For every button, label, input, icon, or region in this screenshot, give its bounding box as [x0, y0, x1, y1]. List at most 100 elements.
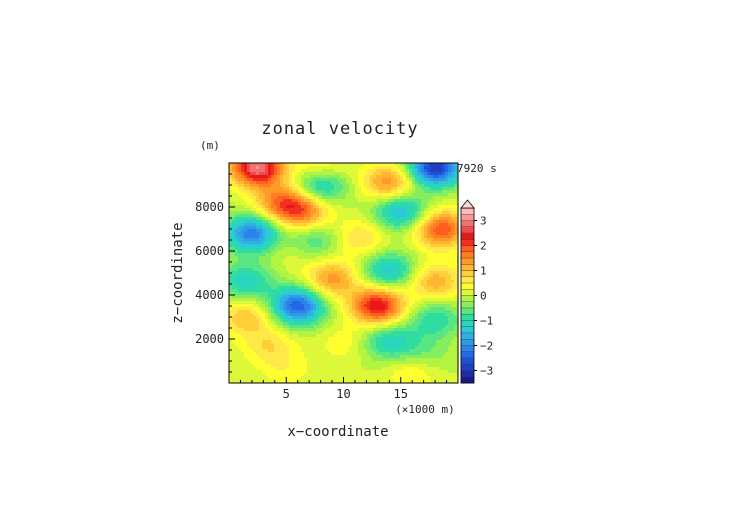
field-cell [352, 301, 356, 305]
field-cell [310, 355, 314, 359]
field-cell [367, 166, 371, 170]
field-cell [322, 322, 326, 326]
field-cell [337, 196, 341, 200]
field-cell [232, 331, 236, 335]
field-cell [415, 256, 419, 260]
field-cell [436, 277, 440, 281]
field-cell [268, 226, 272, 230]
field-cell [436, 259, 440, 263]
field-cell [340, 223, 344, 227]
field-cell [391, 319, 395, 323]
field-cell [280, 304, 284, 308]
field-cell [280, 301, 284, 305]
field-cell [265, 307, 269, 311]
field-cell [424, 241, 428, 245]
field-cell [370, 298, 374, 302]
field-cell [355, 241, 359, 245]
field-cell [430, 316, 434, 320]
field-cell [319, 208, 323, 212]
field-cell [445, 271, 449, 275]
field-cell [298, 247, 302, 251]
field-cell [244, 346, 248, 350]
field-cell [388, 271, 392, 275]
field-cell [277, 292, 281, 296]
field-cell [235, 352, 239, 356]
field-cell [394, 205, 398, 209]
field-cell [391, 238, 395, 242]
field-cell [415, 337, 419, 341]
field-cell [391, 184, 395, 188]
field-cell [244, 229, 248, 233]
field-cell [340, 301, 344, 305]
field-cell [454, 319, 458, 323]
field-cell [244, 205, 248, 209]
field-cell [394, 223, 398, 227]
field-cell [367, 286, 371, 290]
field-cell [328, 253, 332, 257]
field-cell [256, 283, 260, 287]
field-cell [265, 214, 269, 218]
field-cell [328, 340, 332, 344]
field-cell [340, 235, 344, 239]
field-cell [397, 331, 401, 335]
field-cell [253, 343, 257, 347]
field-cell [277, 331, 281, 335]
field-cell [358, 304, 362, 308]
field-cell [403, 298, 407, 302]
field-cell [340, 349, 344, 353]
field-cell [232, 223, 236, 227]
field-cell [277, 217, 281, 221]
field-cell [427, 343, 431, 347]
field-cell [241, 313, 245, 317]
field-cell [445, 352, 449, 356]
field-cell [442, 325, 446, 329]
field-cell [256, 322, 260, 326]
field-cell [340, 214, 344, 218]
field-cell [400, 262, 404, 266]
field-cell [358, 211, 362, 215]
field-cell [412, 181, 416, 185]
field-cell [262, 295, 266, 299]
field-cell [310, 163, 314, 167]
field-cell [436, 292, 440, 296]
field-cell [286, 304, 290, 308]
field-cell [310, 244, 314, 248]
field-cell [355, 322, 359, 326]
field-cell [325, 355, 329, 359]
field-cell [412, 199, 416, 203]
field-cell [241, 280, 245, 284]
field-cell [241, 328, 245, 332]
field-cell [310, 232, 314, 236]
field-cell [292, 286, 296, 290]
field-cell [376, 208, 380, 212]
field-cell [367, 277, 371, 281]
field-cell [421, 352, 425, 356]
field-cell [313, 316, 317, 320]
field-cell [430, 172, 434, 176]
field-cell [280, 337, 284, 341]
field-cell [313, 265, 317, 269]
field-cell [301, 316, 305, 320]
field-cell [358, 178, 362, 182]
field-cell [445, 250, 449, 254]
field-cell [427, 286, 431, 290]
field-cell [436, 172, 440, 176]
field-cell [250, 313, 254, 317]
field-cell [418, 178, 422, 182]
field-cell [244, 208, 248, 212]
field-cell [334, 196, 338, 200]
field-cell [394, 232, 398, 236]
field-cell [406, 250, 410, 254]
field-cell [265, 229, 269, 233]
field-cell [412, 319, 416, 323]
field-cell [286, 223, 290, 227]
field-cell [328, 169, 332, 173]
field-cell [382, 355, 386, 359]
field-cell [262, 340, 266, 344]
field-cell [247, 274, 251, 278]
field-cell [445, 301, 449, 305]
field-cell [259, 328, 263, 332]
field-cell [406, 193, 410, 197]
field-cell [409, 349, 413, 353]
field-cell [394, 277, 398, 281]
